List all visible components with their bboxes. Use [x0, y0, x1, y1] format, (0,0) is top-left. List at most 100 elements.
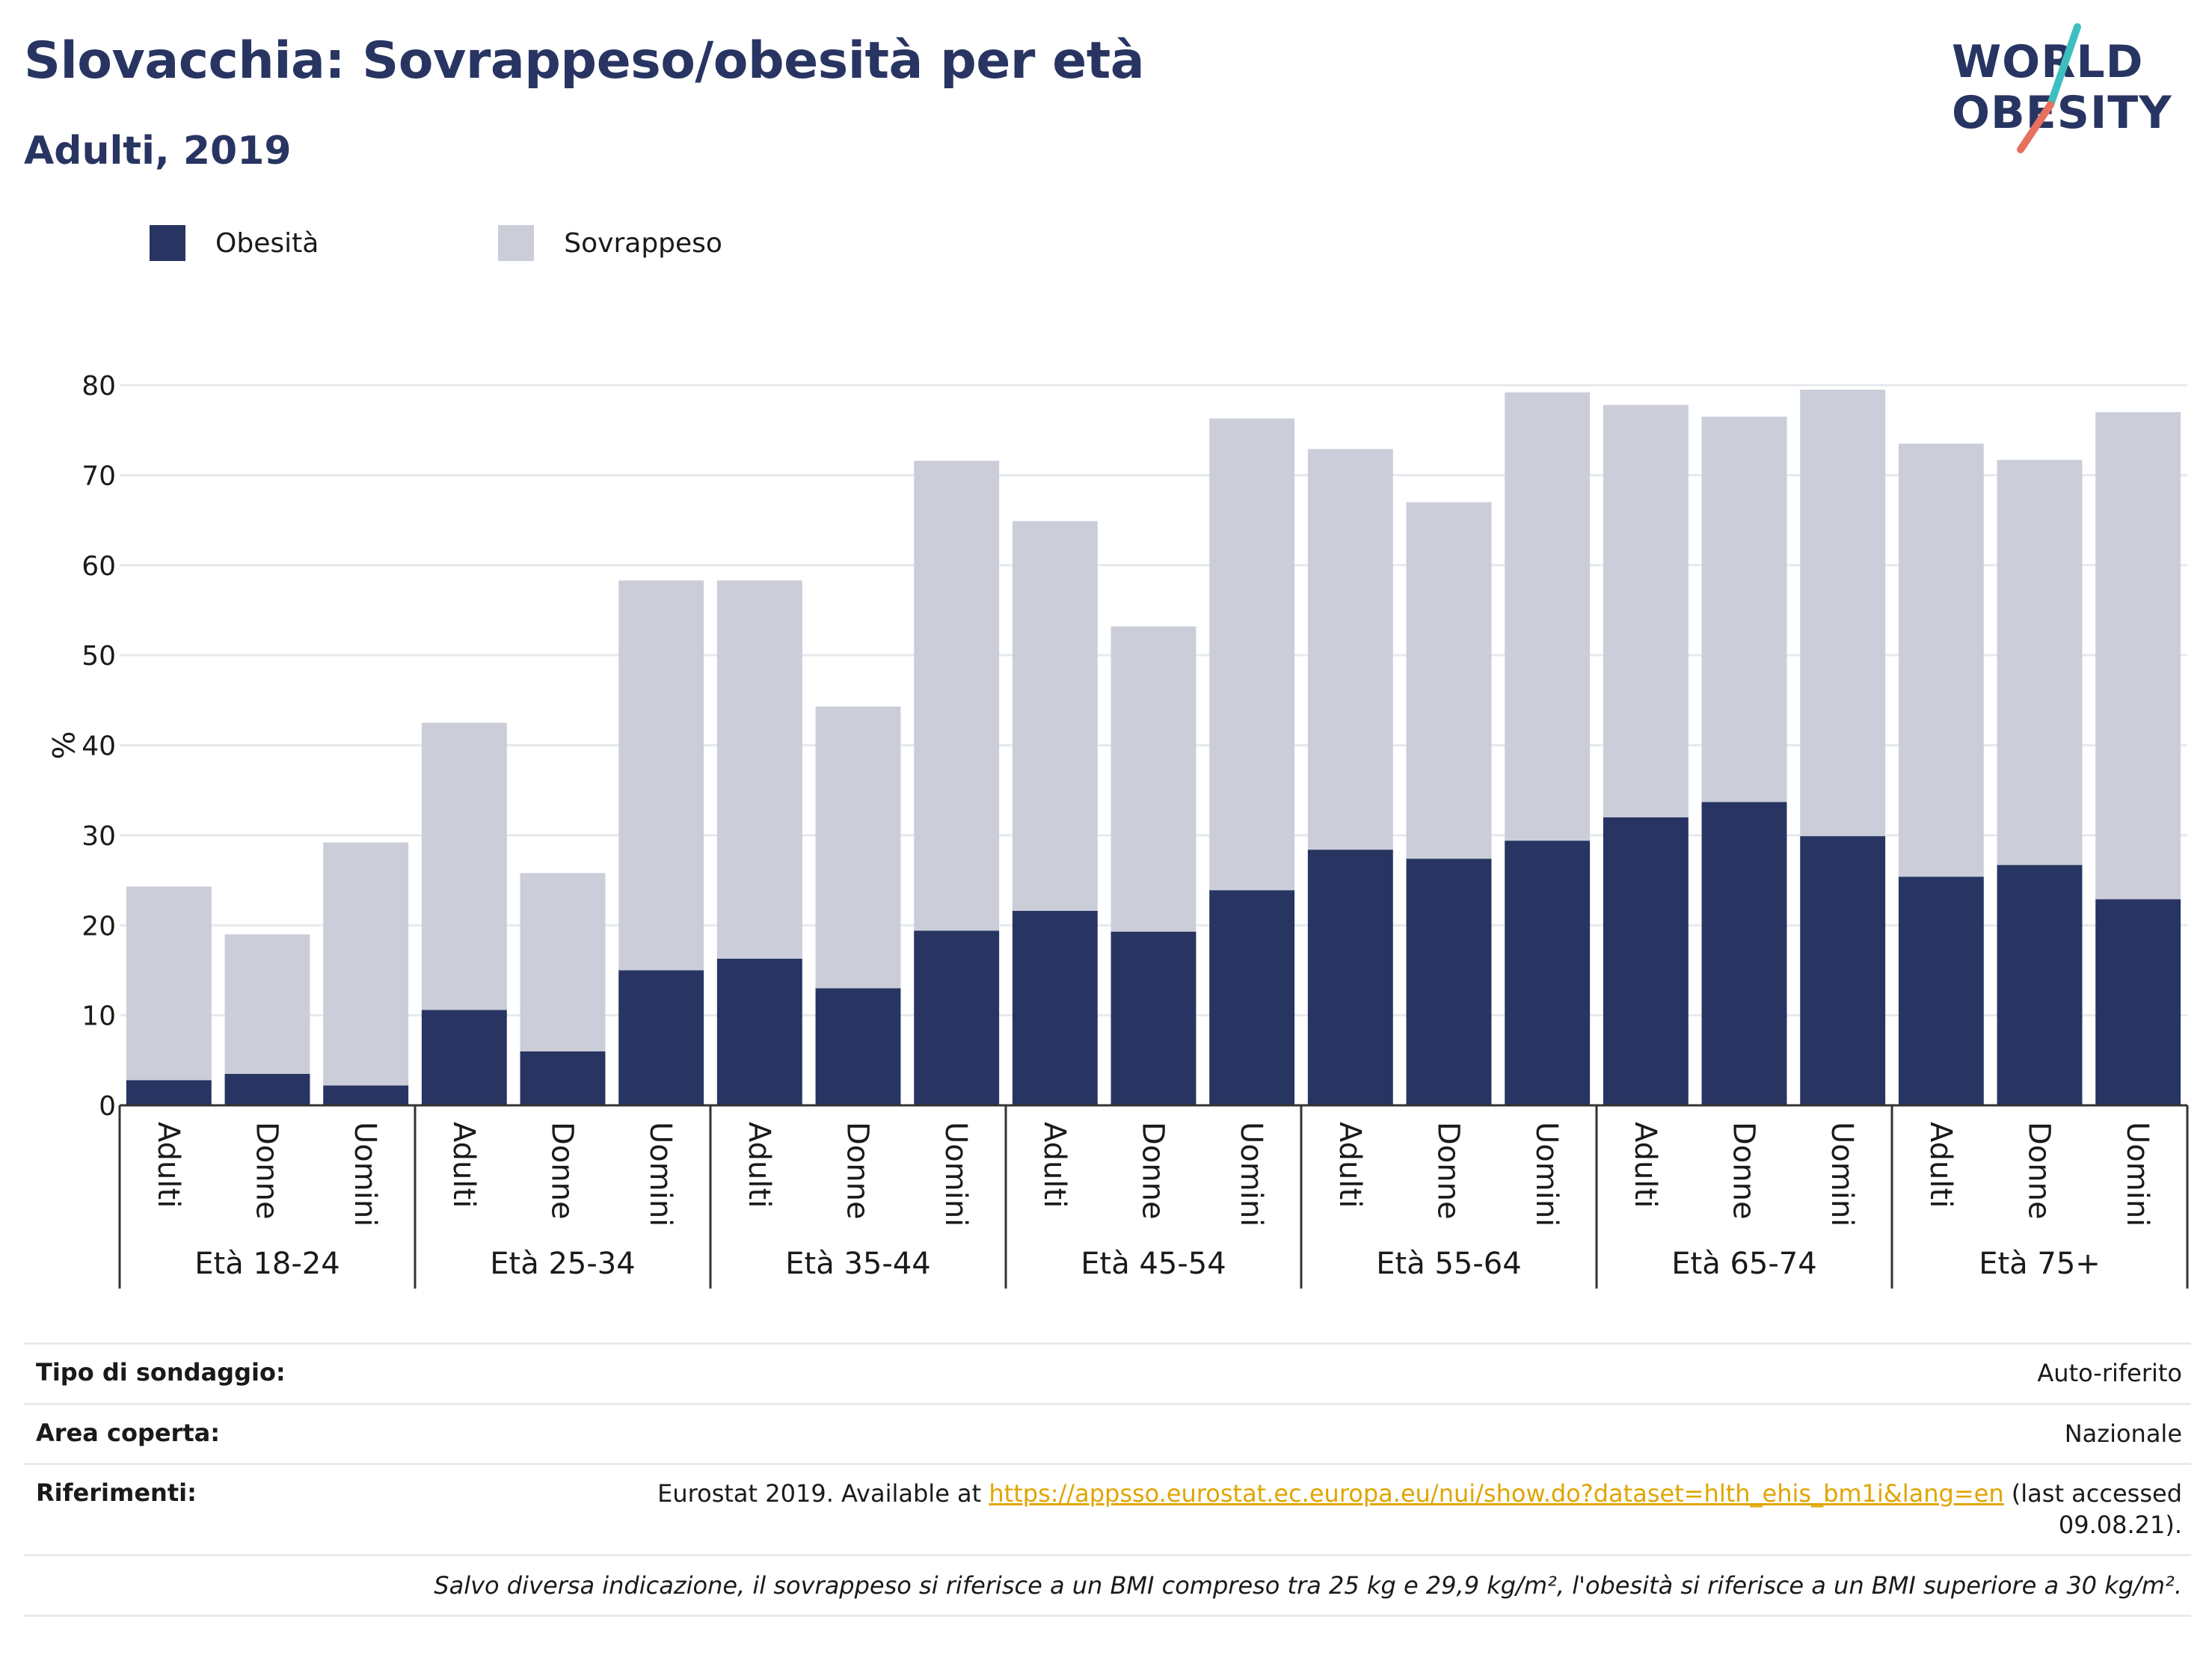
bar-overweight	[1406, 502, 1492, 859]
bar-overweight	[126, 886, 212, 1081]
x-subcategory-label: Adulti	[446, 1122, 481, 1208]
x-subcategory-label: Uomini	[643, 1122, 678, 1226]
bar-overweight	[1307, 449, 1393, 850]
x-subcategory-label: Adulti	[1333, 1122, 1367, 1208]
bar-obesity	[1307, 850, 1393, 1105]
bar-obesity	[716, 958, 802, 1105]
x-subcategory-label: Adulti	[1628, 1122, 1662, 1208]
bar-obesity	[1898, 876, 1984, 1105]
x-subcategory-label: Uomini	[348, 1122, 382, 1226]
x-group-label: Età 35-44	[785, 1247, 930, 1281]
bar-overweight	[421, 722, 507, 1010]
world-obesity-logo: WORLD OBESITY	[1952, 21, 2191, 156]
logo-slash-icon	[2017, 23, 2081, 153]
x-subcategory-label: Adulti	[151, 1122, 185, 1208]
y-tick-label: 10	[82, 1001, 116, 1032]
bar-obesity	[224, 1073, 310, 1105]
bar-obesity	[1012, 910, 1098, 1105]
bar-obesity	[126, 1080, 212, 1105]
bar-overweight	[1012, 521, 1098, 911]
bar-overweight	[520, 873, 606, 1051]
bar-overweight	[1209, 418, 1295, 891]
info-row-references: Riferimenti: Eurostat 2019. Available at…	[24, 1465, 2191, 1557]
bar-overweight	[1701, 417, 1787, 802]
x-subcategory-label: Adulti	[742, 1122, 776, 1208]
references-link[interactable]: https://appsso.eurostat.ec.europa.eu/nui…	[989, 1479, 2004, 1508]
logo-line-1: WORLD	[1952, 36, 2144, 88]
x-subcategory-label: Donne	[1431, 1122, 1466, 1220]
x-subcategory-label: Donne	[1727, 1122, 1761, 1220]
x-subcategory-label: Uomini	[1825, 1122, 1859, 1226]
bar-overweight	[323, 842, 409, 1086]
definition-note: Salvo diversa indicazione, il sovrappeso…	[24, 1556, 2191, 1618]
x-subcategory-label: Adulti	[1923, 1122, 1958, 1208]
area-value: Nazionale	[2064, 1419, 2182, 1448]
y-tick-label: 60	[82, 551, 116, 582]
bar-overweight	[1997, 459, 2083, 865]
bar-obesity	[520, 1051, 606, 1105]
bar-overweight	[2095, 412, 2181, 900]
x-subcategory-label: Donne	[250, 1122, 284, 1220]
survey-type-value: Auto-riferito	[2037, 1359, 2182, 1387]
bar-obesity	[1406, 859, 1492, 1105]
legend-item-obesity: Obesità	[150, 225, 319, 261]
x-group-label: Età 55-64	[1376, 1247, 1521, 1281]
area-label: Area coperta:	[36, 1418, 221, 1447]
x-subcategory-label: Uomini	[938, 1122, 973, 1226]
legend-label-overweight: Sovrappeso	[564, 227, 722, 259]
legend-swatch-overweight	[498, 225, 535, 261]
y-tick-label: 50	[82, 641, 116, 672]
x-subcategory-label: Donne	[545, 1122, 580, 1220]
bar-obesity	[2095, 899, 2181, 1105]
x-group-label: Età 75+	[1979, 1247, 2101, 1281]
bar-overweight	[815, 706, 901, 989]
x-subcategory-label: Uomini	[1234, 1122, 1268, 1226]
bar-obesity	[618, 970, 704, 1105]
x-subcategory-label: Uomini	[2120, 1122, 2154, 1226]
bar-obesity	[1110, 931, 1196, 1105]
bar-overweight	[224, 934, 310, 1074]
references-prefix: Eurostat 2019. Available at	[657, 1479, 989, 1508]
bar-obesity	[421, 1010, 507, 1105]
bar-overweight	[618, 580, 704, 971]
y-tick-label: 40	[82, 731, 116, 762]
x-group-label: Età 18-24	[194, 1247, 340, 1281]
bar-overweight	[1898, 443, 1984, 877]
info-row-survey: Tipo di sondaggio: Auto-riferito	[24, 1342, 2191, 1405]
y-tick-label: 0	[99, 1091, 116, 1122]
references-value: Eurostat 2019. Available at https://apps…	[537, 1479, 2182, 1541]
references-suffix: (last accessed 09.08.21).	[2003, 1479, 2182, 1539]
x-subcategory-label: Donne	[1136, 1122, 1170, 1220]
bar-overweight	[716, 580, 802, 959]
info-table: Tipo di sondaggio: Auto-riferito Area co…	[24, 1342, 2191, 1618]
x-group-label: Età 25-34	[490, 1247, 635, 1281]
references-label: Riferimenti:	[36, 1479, 197, 1508]
y-tick-label: 30	[82, 821, 116, 852]
legend-item-overweight: Sovrappeso	[498, 225, 722, 261]
x-subcategory-label: Donne	[841, 1122, 875, 1220]
legend-label-obesity: Obesità	[215, 227, 319, 259]
legend-swatch-obesity	[150, 225, 185, 261]
bar-obesity	[323, 1085, 409, 1105]
survey-type-label: Tipo di sondaggio:	[36, 1358, 286, 1387]
chart-legend: Obesità Sovrappeso	[150, 221, 797, 265]
bar-overweight	[1603, 405, 1689, 817]
logo-line-2: OBESITY	[1952, 87, 2172, 139]
bar-obesity	[1603, 817, 1689, 1105]
bar-obesity	[1505, 841, 1591, 1105]
x-group-label: Età 65-74	[1671, 1247, 1816, 1281]
bar-overweight	[1505, 392, 1591, 841]
info-row-area: Area coperta: Nazionale	[24, 1405, 2191, 1466]
x-subcategory-label: Adulti	[1037, 1122, 1072, 1208]
bar-overweight	[914, 461, 1000, 931]
bar-obesity	[1997, 865, 2083, 1105]
bar-obesity	[1800, 836, 1886, 1105]
page-title: Slovacchia: Sovrappeso/obesità per età	[24, 31, 1145, 90]
x-subcategory-label: Donne	[2022, 1122, 2056, 1220]
y-axis-label: %	[45, 731, 79, 759]
bar-obesity	[815, 988, 901, 1105]
stacked-bar-chart: 0 10 20 30 40 50 60 70 80% Adulti Donne Uomini Adult…	[45, 371, 2189, 1289]
bar-obesity	[1701, 802, 1787, 1105]
x-group-label: Età 45-54	[1081, 1247, 1226, 1281]
bar-overweight	[1110, 626, 1196, 932]
